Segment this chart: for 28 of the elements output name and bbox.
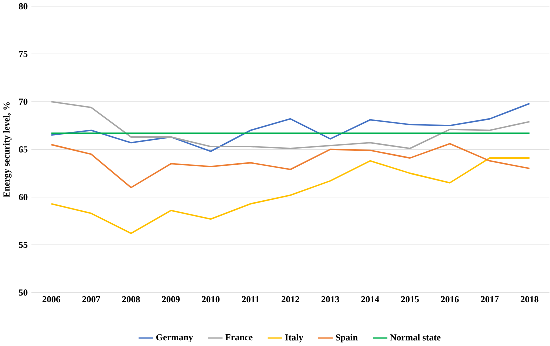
legend-label: Germany [156, 334, 194, 342]
x-tick-label: 2012 [282, 296, 300, 302]
x-tick-label: 2015 [401, 296, 420, 302]
line-series [50, 157, 530, 234]
y-tick-label: 75 [19, 51, 28, 58]
x-tick-label: 2018 [520, 296, 539, 302]
x-tick-label: 2007 [82, 296, 100, 302]
y-tick-label: 55 [19, 242, 28, 248]
legend-label: Normal state [390, 334, 441, 341]
y-axis-title: Energy security level, % [3, 102, 12, 198]
legend-label: Spain [336, 334, 358, 342]
x-tick-label: 2006 [42, 296, 60, 302]
y-tick-label: 50 [19, 290, 28, 296]
y-tick-label: 80 [19, 3, 28, 10]
line-series [50, 143, 530, 188]
x-tick-label: 2013 [322, 296, 340, 302]
y-tick-label: 65 [19, 146, 28, 153]
legend-label: France [226, 334, 253, 340]
x-tick-label: 2017 [481, 296, 499, 302]
x-tick-label: 2009 [162, 296, 180, 302]
x-tick-label: 2011 [242, 296, 260, 302]
x-tick-label: 2008 [122, 296, 140, 302]
x-tick-label: 2016 [441, 296, 459, 302]
x-tick-label: 2010 [202, 296, 220, 302]
x-tick-label: 2014 [362, 296, 380, 302]
legend-label: Italy [285, 334, 304, 343]
y-tick-label: 70 [19, 98, 28, 105]
y-tick-label: 60 [19, 194, 28, 200]
